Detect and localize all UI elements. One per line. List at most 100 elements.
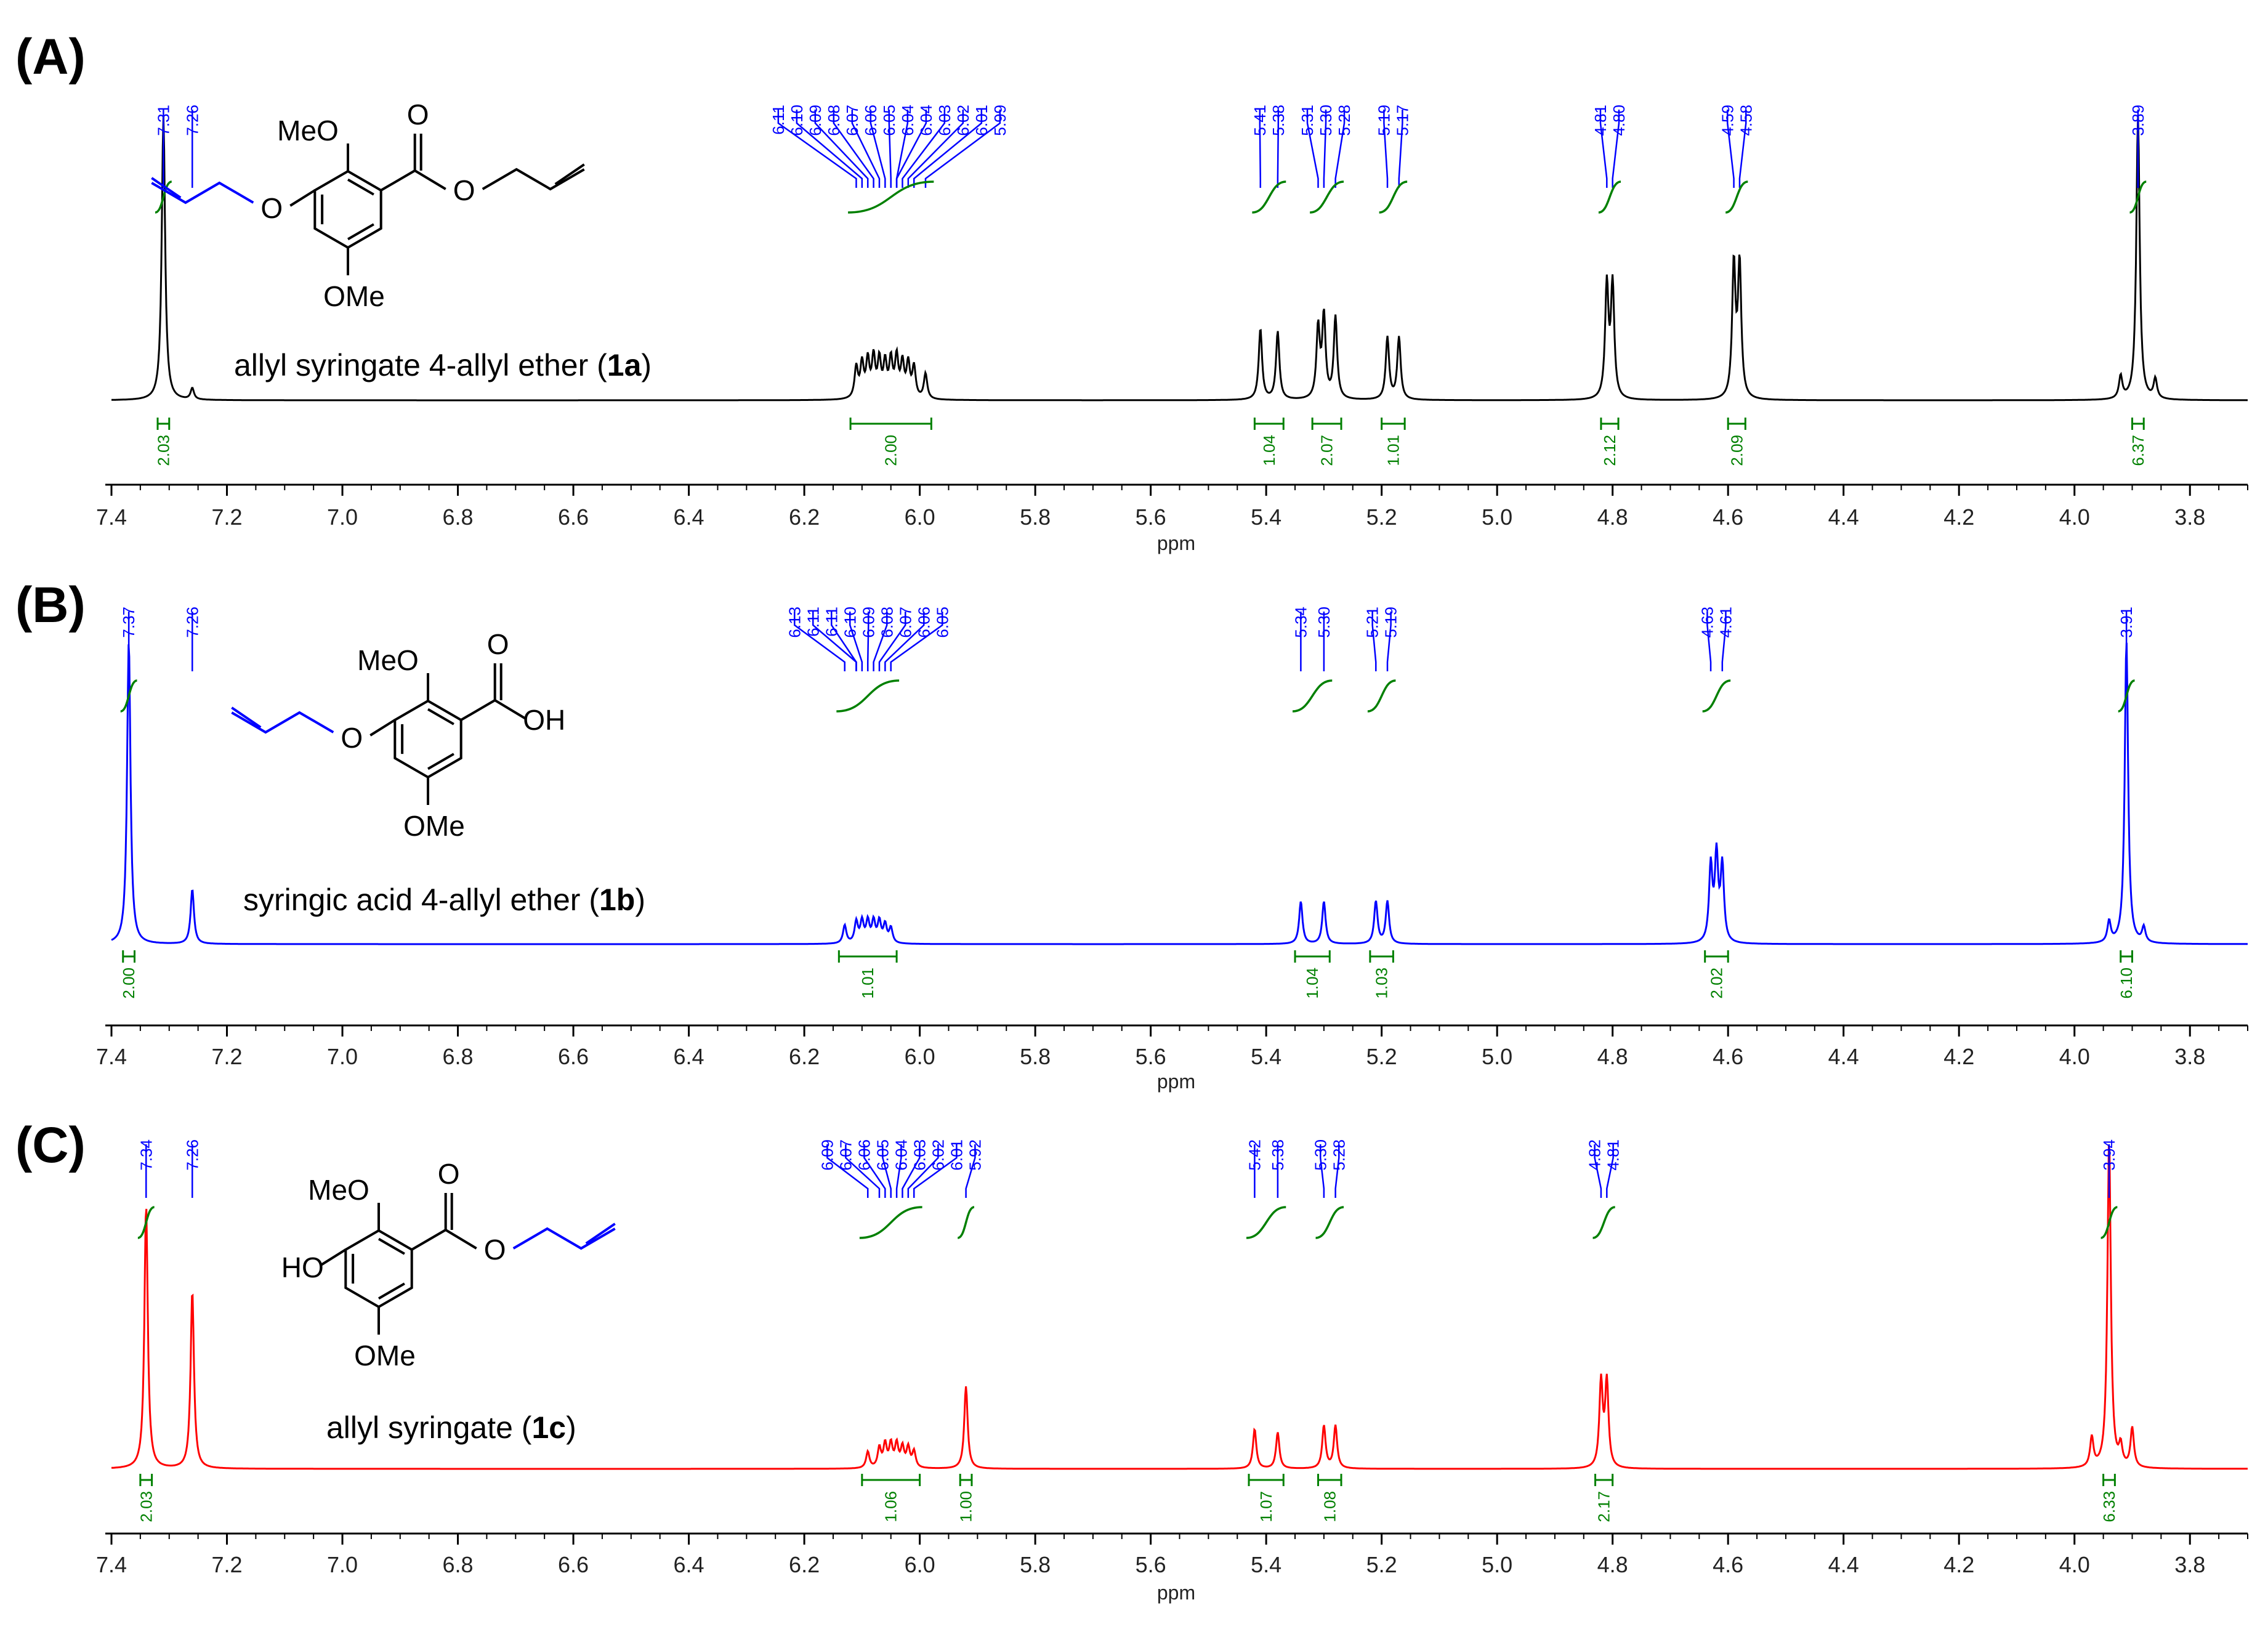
- phenol-oxygen-bond: [320, 1248, 347, 1266]
- integral-curve: [1598, 180, 1621, 214]
- integral-bracket: [837, 950, 898, 963]
- integral-value: 2.02: [1707, 968, 1725, 999]
- peak-label-leader: [794, 612, 845, 671]
- integral-bracket: [122, 950, 136, 963]
- tick-label: 7.2: [211, 504, 242, 530]
- compound-label-suffix: ): [641, 348, 652, 382]
- integral-bracket: [156, 418, 171, 430]
- methoxy-label-bottom: OMe: [354, 1340, 416, 1372]
- peak-label-leader: [849, 612, 863, 671]
- compound-label-suffix: ): [566, 1410, 576, 1445]
- tick-label: 5.2: [1366, 504, 1397, 530]
- compound-label-number: 1a: [607, 348, 642, 382]
- tick-label: 5.0: [1482, 1552, 1512, 1577]
- tick-label: 4.0: [2059, 1552, 2090, 1577]
- peak-label-leader: [863, 1144, 886, 1198]
- integrals: 2.03 1.06 1.00 1.07 1.08 2.17 6.33: [137, 1206, 2118, 1522]
- integral-curve: [1379, 180, 1408, 214]
- tick-label: 4.8: [1597, 1044, 1628, 1069]
- ester-bond: [494, 699, 527, 720]
- allyl-ether-chain: [231, 711, 334, 734]
- phenol-oxygen-bond: [369, 719, 396, 737]
- x-axis: 7.4 7.2 7.0 6.8 6.6 6.4 6.2 6.0 5.8 5.6 5.4 5.2 5.0 4…: [96, 1532, 2248, 1604]
- tick-label: 6.0: [905, 504, 935, 530]
- peak-label-leader: [1334, 110, 1346, 188]
- integral-curve: [1592, 1206, 1616, 1239]
- tick-label: 4.6: [1713, 1552, 1743, 1577]
- peak-label-leader: [888, 110, 892, 188]
- peak-label-leader: [851, 110, 881, 188]
- tick-label: 7.2: [211, 1044, 242, 1069]
- spectrum-panel-a: (A) 7.31 7.26 6.11 6.10 6.09 6.08 6.07 6.06 6.05 6…: [15, 29, 2248, 554]
- methoxy-label-top: MeO: [277, 115, 339, 147]
- tick-label: 6.8: [443, 1552, 474, 1577]
- tick-label: 5.6: [1136, 504, 1166, 530]
- integral-value: 6.37: [2129, 435, 2147, 466]
- integral-bracket: [861, 1474, 921, 1486]
- integral-value: 2.12: [1600, 435, 1619, 466]
- peak-label-leader: [907, 1144, 939, 1198]
- integral-value: 1.00: [957, 1491, 975, 1522]
- peak-label-leader: [831, 612, 857, 671]
- ether-oxygen-label: O: [260, 192, 283, 224]
- allyl-double-bond: [554, 163, 585, 185]
- tick-label: 5.2: [1366, 1552, 1397, 1577]
- peak-label-leader: [895, 1144, 902, 1198]
- integral-value: 1.03: [1373, 968, 1391, 999]
- compound-label-number: 1c: [531, 1410, 566, 1445]
- peak-label-leader: [1594, 1144, 1602, 1198]
- integral-curve: [155, 180, 172, 214]
- tick-label: 5.0: [1482, 504, 1512, 530]
- tick-label: 7.4: [96, 504, 127, 530]
- peak-label-leader: [870, 110, 886, 188]
- hydroxyl-label: OH: [523, 704, 565, 736]
- peak-label-leader: [878, 612, 906, 671]
- integral-curve: [120, 679, 138, 713]
- allyl-double-bond: [231, 706, 262, 729]
- peak-label-leader: [1371, 612, 1377, 671]
- integral-value: 1.04: [1260, 435, 1278, 466]
- tick-label: 7.4: [96, 1044, 127, 1069]
- integral-curve: [137, 1206, 155, 1239]
- peak-label-leader: [913, 1144, 958, 1198]
- peak-label-leader: [814, 110, 869, 188]
- tick-label: 6.4: [674, 504, 704, 530]
- integral-curve: [2100, 1206, 2118, 1239]
- integral-curve: [1725, 180, 1748, 214]
- peak-label-leader: [1706, 612, 1712, 671]
- tick-label: 6.4: [674, 1044, 704, 1069]
- tick-label: 6.6: [558, 504, 589, 530]
- integral-value: 2.17: [1595, 1491, 1613, 1522]
- tick-label: 6.4: [674, 1552, 704, 1577]
- tick-label: 5.8: [1020, 1552, 1051, 1577]
- spectrum-trace: [111, 116, 2248, 402]
- peak-label-leader: [833, 110, 874, 188]
- peak-label-leader: [1738, 110, 1747, 188]
- tick-label: 5.0: [1482, 1044, 1512, 1069]
- integral-value: 1.06: [882, 1491, 900, 1522]
- ester-bond: [414, 169, 446, 190]
- carbonyl-oxygen-label: O: [487, 628, 509, 660]
- spectrum-trace: [111, 1144, 2248, 1470]
- peak-label-leader: [895, 110, 927, 188]
- integral-value: 6.33: [2100, 1491, 2118, 1522]
- tick-label: 6.2: [789, 1044, 820, 1069]
- integral-curve: [2129, 180, 2147, 214]
- x-axis: 7.4 7.2 7.0 6.8 6.6 6.4 6.2 6.0 5.8 5.6 5.4 5.2 5.0 4…: [96, 1024, 2248, 1093]
- ring-double-bond: [347, 178, 374, 196]
- peak-label-leader: [1334, 1144, 1340, 1198]
- carbonyl-bond: [380, 169, 416, 192]
- integral-value: 1.01: [1384, 435, 1402, 466]
- allyl-double-bond: [151, 177, 182, 199]
- compound-label-number: 1b: [599, 883, 635, 917]
- integral-bracket: [959, 1474, 973, 1486]
- tick-label: 7.0: [327, 1552, 358, 1577]
- peak-label-leader: [882, 1144, 892, 1198]
- peak-label-leader: [873, 612, 888, 671]
- tick-label: 4.2: [1943, 504, 1974, 530]
- integral-bracket: [1311, 418, 1342, 430]
- integral-bracket: [1381, 418, 1406, 430]
- panel-label: (B): [15, 577, 86, 633]
- tick-label: 6.6: [558, 1044, 589, 1069]
- tick-label: 5.8: [1020, 1044, 1051, 1069]
